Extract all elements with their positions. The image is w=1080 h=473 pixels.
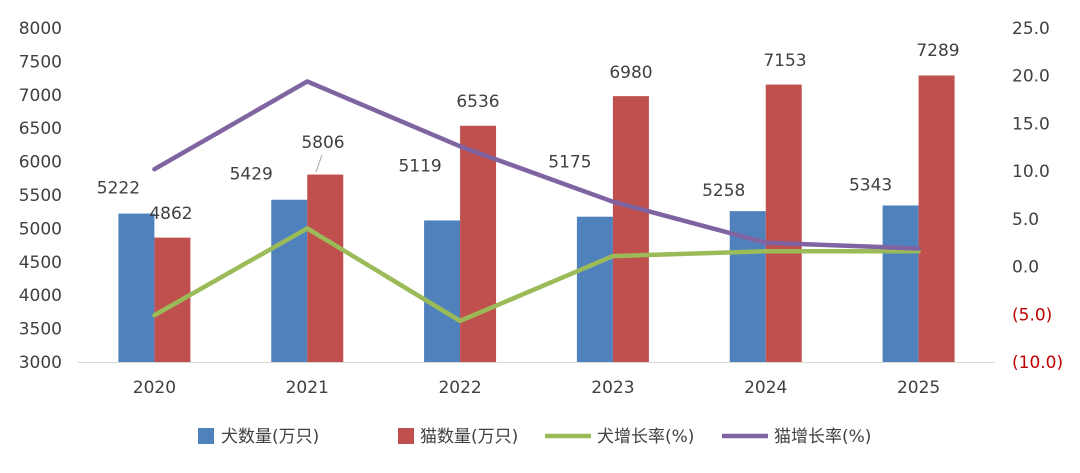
- legend-label-0: 犬数量(万只): [221, 427, 319, 447]
- bar-dogs: [271, 199, 308, 362]
- bar-cats: [765, 84, 802, 363]
- left-axis-tick: 6500: [19, 119, 62, 139]
- left-axis-tick: 8000: [19, 19, 62, 39]
- right-axis-tick: 25.0: [1012, 19, 1050, 39]
- left-axis-tick: 3000: [19, 353, 62, 373]
- x-axis-tick: 2021: [286, 378, 329, 398]
- line-cat-growth: [152, 79, 921, 251]
- data-label-dogs: 5429: [230, 165, 273, 185]
- bar-cats: [307, 174, 344, 362]
- data-label-cats: 5806: [301, 133, 344, 153]
- data-label-cats: 7289: [916, 41, 959, 61]
- data-label-leader-line: [315, 154, 323, 173]
- line-dog-growth: [152, 226, 921, 324]
- left-axis-tick: 5000: [19, 219, 62, 239]
- bar-cats: [612, 96, 649, 363]
- right-axis-tick: (5.0): [1012, 305, 1052, 325]
- left-axis-tick: 4000: [19, 286, 62, 306]
- data-label-dogs: 5258: [702, 181, 745, 201]
- bar-dogs: [424, 220, 461, 362]
- data-label-cats: 6980: [609, 63, 652, 83]
- bar-dogs: [576, 216, 613, 362]
- bar-cats: [460, 125, 497, 362]
- x-axis-tick: 2022: [438, 378, 481, 398]
- right-axis-tick: 10.0: [1012, 162, 1050, 182]
- right-axis-tick: 0.0: [1012, 258, 1039, 278]
- legend-swatch-1: [398, 428, 414, 444]
- x-axis-tick: 2023: [591, 378, 634, 398]
- data-label-dogs: 5175: [548, 153, 591, 173]
- bar-dogs: [882, 205, 919, 362]
- x-axis-tick: 2020: [133, 378, 176, 398]
- left-axis-tick: 3500: [19, 320, 62, 340]
- x-axis-tick: 2025: [897, 378, 940, 398]
- legend-label-2: 犬增长率(%): [597, 427, 694, 447]
- left-axis-tick: 7500: [19, 52, 62, 72]
- left-axis-tick: 7000: [19, 86, 62, 106]
- legend-label-1: 猫数量(万只): [420, 427, 518, 447]
- bar-dogs: [118, 213, 155, 362]
- data-label-cats: 6536: [456, 92, 499, 112]
- legend-label-3: 猫增长率(%): [774, 427, 871, 447]
- left-axis-tick: 4500: [19, 253, 62, 273]
- data-label-cats: 7153: [763, 51, 806, 71]
- right-axis-tick: 20.0: [1012, 67, 1050, 87]
- legend-swatch-0: [198, 428, 214, 444]
- right-axis-tick: 5.0: [1012, 210, 1039, 230]
- data-label-dogs: 5343: [849, 175, 892, 195]
- x-axis-tick: 2024: [744, 378, 787, 398]
- data-label-dogs: 5222: [97, 179, 140, 199]
- bar-cats: [918, 75, 955, 362]
- data-label-cats: 4862: [149, 204, 192, 224]
- left-axis-tick: 5500: [19, 186, 62, 206]
- data-label-dogs: 5119: [398, 156, 441, 176]
- right-axis-tick: (10.0): [1012, 353, 1063, 373]
- left-axis-tick: 6000: [19, 153, 62, 173]
- right-axis-tick: 15.0: [1012, 114, 1050, 134]
